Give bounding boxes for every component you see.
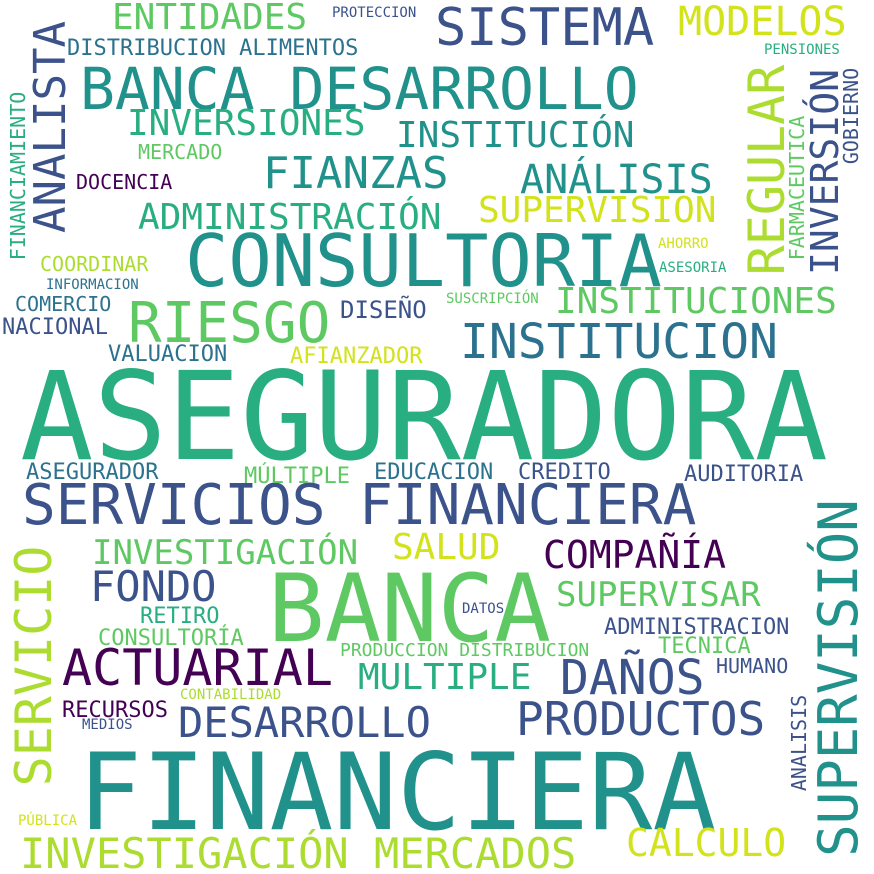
word-sistema: SISTEMA [435,0,655,58]
word-supervision-vertical: SUPERVISIÓN [807,499,870,857]
word-investigacion: INVESTIGACIÓN [92,533,359,573]
word-valuacion: VALUACION [108,342,228,367]
word-gobierno-vertical: GOBIERNO [839,67,863,165]
word-riesgo: RIESGO [128,291,331,356]
word-proteccion: PROTECCION [332,5,417,21]
word-instituciones: INSTITUCIONES [555,281,837,322]
word-medios: MEDIOS [82,717,133,733]
word-entidades: ENTIDADES [112,0,308,38]
word-analisis: ANÁLISIS [520,157,713,203]
word-supervisar: SUPERVISAR [556,575,761,615]
word-modelos: MODELOS [678,0,847,45]
word-servicios-financiera: SERVICIOS FINANCIERA [22,473,697,538]
word-analista-vertical: ANALISTA [25,21,76,233]
word-inversiones: INVERSIONES [127,103,366,144]
word-analisis-vertical: ANALISIS [787,694,811,792]
word-multiple-acento: MÚLTIPLE [244,464,350,489]
word-consultoria: CONSULTORIA [185,219,662,303]
word-datos: DATOS [462,601,505,617]
word-educacion: EDUCACION [374,460,494,485]
word-financiera: FINANCIERA [78,731,717,854]
word-pensiones: PENSIONES [764,42,840,58]
word-banca-desarrollo: BANCA DESARROLLO [80,55,639,123]
word-ahorro: AHORRO [658,236,709,252]
word-danos: DAÑOS [560,650,705,706]
word-banca: BANCA [268,555,551,664]
word-coordinar: COORDINAR [40,252,149,276]
word-servicio-vertical: SERVICIO [5,545,63,787]
word-multiple: MULTIPLE [358,657,532,698]
word-financiamiento-vertical: FINANCIAMIENTO [6,91,30,261]
word-comercio: COMERCIO [15,292,112,316]
word-calculo: CALCULO [626,821,787,865]
word-afianzador: AFIANZADOR [290,344,423,369]
word-docencia: DOCENCIA [76,170,173,194]
word-tecnica: TECNICA [658,634,751,659]
word-supervision-plain: SUPERVISION [478,190,717,231]
word-humano: HUMANO [716,654,789,678]
word-salud: SALUD [392,527,501,568]
word-productos: PRODUCTOS [516,692,766,746]
word-actuarial: ACTUARIAL [62,639,333,697]
word-desarrollo: DESARROLLO [178,698,431,747]
word-administracion: ADMINISTRACIÓN [138,197,442,238]
word-retiro: RETIRO [140,604,220,629]
word-fondo: FONDO [90,562,217,611]
word-fianzas: FIANZAS [263,148,449,199]
word-consultoria-acento: CONSULTORÍA [98,626,244,651]
word-suscripcion: SUSCRIPCIÓN [446,291,539,307]
word-publica: PÚBLICA [18,813,78,829]
word-contabilidad: CONTABILIDAD [180,687,282,703]
word-institucion: INSTITUCION [460,314,778,370]
word-diseno: DISEÑO [340,296,427,324]
word-administracion-plain: ADMINISTRACION [604,615,790,640]
word-compania: COMPAÑÍA [543,533,727,577]
word-farmaceutica-vertical: FARMACEUTICA [785,115,809,261]
word-recursos: RECURSOS [62,698,168,723]
word-informacion: INFORMACION [46,277,139,293]
word-nacional: NACIONAL [2,315,108,340]
word-institucion-acento: INSTITUCIÓN [396,115,635,156]
word-mercado: MERCADO [138,140,223,164]
word-asegurador: ASEGURADOR [26,460,159,485]
word-investigacion-mercados: INVESTIGACIÓN MERCADOS [20,829,577,874]
word-credito: CREDITO [518,460,611,485]
word-auditoria: AUDITORIA [684,462,804,487]
word-asegurador-a: ASEGURADORA [20,346,828,488]
word-produccion-distribucion: PRODUCCION DISTRIBUCION [340,640,590,661]
word-distribucion-alimentos: DISTRIBUCION ALIMENTOS [67,36,359,61]
word-asesoria: ASESORIA [659,260,727,276]
